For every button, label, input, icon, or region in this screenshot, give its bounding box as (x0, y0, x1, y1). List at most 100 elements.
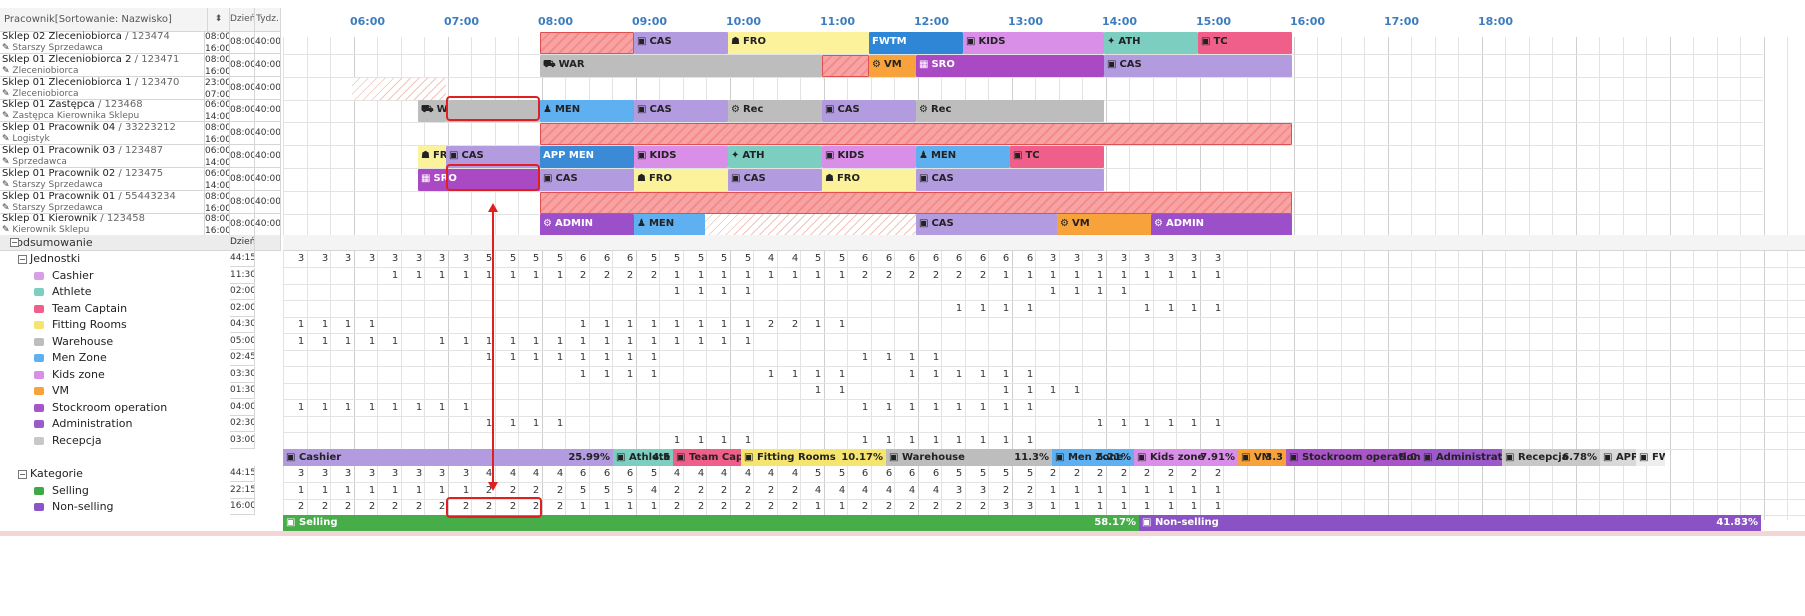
shift-block-kids[interactable]: ▣ KIDS (634, 146, 728, 168)
employee-name[interactable]: Sklep 01 Pracownik 04 / 33223212 (0, 122, 204, 134)
unit-row-team-captain[interactable]: Team Captain (34, 301, 127, 317)
summary-title[interactable]: Podsumowanie (0, 235, 230, 251)
employee-name[interactable]: Sklep 01 Pracownik 01 / 55443234 (0, 191, 204, 203)
pencil-icon[interactable]: ✎ (2, 157, 13, 167)
cat-pct-non-selling[interactable]: ▣ Non-selling 41.83% (1139, 515, 1761, 531)
employee-name-cell[interactable]: Sklep 01 Pracownik 01 / 55443234 ✎ Starsz… (0, 191, 205, 214)
pct-segment-recepcja[interactable]: ▣ Recepcja 6.78% (1502, 449, 1600, 466)
pencil-icon[interactable]: ✎ (2, 225, 13, 235)
shift-block-cas[interactable]: ▣ CAS (634, 100, 728, 122)
shift-block-hatchlight[interactable] (352, 78, 446, 100)
employee-name[interactable]: Sklep 01 Pracownik 02 / 123475 (0, 168, 204, 180)
pencil-icon[interactable]: ✎ (2, 43, 13, 53)
pct-segment-kids-zone[interactable]: ▣ Kids zone 7.91% (1134, 449, 1238, 466)
sort-label[interactable]: Pracownik[Sortowanie: Nazwisko] (4, 14, 172, 25)
shift-block-rec[interactable]: ⚙ Rec (728, 100, 822, 122)
shift-block-men[interactable]: ♟ MEN (540, 100, 634, 122)
pencil-icon[interactable]: ✎ (2, 203, 13, 213)
collapse-summary-icon[interactable]: − (10, 238, 19, 247)
shift-block-sro[interactable]: ▦ SRO (418, 169, 540, 191)
shift-block-cas[interactable]: ▣ CAS (916, 214, 1057, 236)
pct-segment-administration[interactable]: ▣ Administration (1420, 449, 1502, 466)
shift-block-ath[interactable]: ✦ ATH (1104, 32, 1198, 54)
shift-block-men[interactable]: ♟ MEN (916, 146, 1010, 168)
employee-name-cell[interactable]: Sklep 01 Zleceniobiorca 2 / 123471 ✎ Zlec… (0, 54, 205, 77)
pct-segment-athlete[interactable]: ▣ Athlete 4.5 (613, 449, 673, 466)
pencil-icon[interactable]: ✎ (2, 111, 13, 121)
shift-block-tc[interactable]: ▣ TC (1010, 146, 1104, 168)
shift-block-sro[interactable]: ▦ SRO (916, 55, 1104, 77)
pencil-icon[interactable]: ✎ (2, 66, 13, 76)
shift-block-cas[interactable]: ▣ CAS (446, 146, 540, 168)
shift-block-app-men[interactable]: APP MEN (540, 146, 634, 168)
shift-block-fro[interactable]: ☗FRO (418, 146, 446, 168)
pct-segment-team-captain[interactable]: ▣ Team Captain (673, 449, 741, 466)
unit-row-cashier[interactable]: Cashier (34, 268, 93, 284)
shift-block-hatch[interactable] (540, 123, 1292, 145)
shift-block-fro[interactable]: ☗FRO (728, 32, 869, 54)
sort-toggle-icon[interactable]: ⬍ (207, 8, 229, 31)
employee-name-cell[interactable]: Sklep 01 Zastępca / 123468 ✎ Zastępca Kie… (0, 99, 205, 122)
collapse-categories-icon[interactable]: − (18, 470, 27, 479)
shift-block-admin[interactable]: ⚙ ADMIN (540, 214, 634, 236)
employee-name[interactable]: Sklep 01 Zleceniobiorca 1 / 123470 (0, 77, 204, 89)
employee-name-cell[interactable]: Sklep 01 Zleceniobiorca 1 / 123470 ✎ Zlec… (0, 77, 205, 100)
shift-block-men[interactable]: ♟ MEN (634, 214, 705, 236)
category-row-selling[interactable]: Selling (34, 483, 89, 499)
unit-row-warehouse[interactable]: Warehouse (34, 334, 113, 350)
shift-block-cas[interactable]: ▣ CAS (540, 169, 634, 191)
unit-row-stockroom-operation[interactable]: Stockroom operation (34, 400, 167, 416)
collapse-units-icon[interactable]: − (18, 255, 27, 264)
shift-block-kids[interactable]: ▣ KIDS (963, 32, 1104, 54)
unit-row-recepcja[interactable]: Recepcja (34, 433, 102, 449)
unit-row-men-zone[interactable]: Men Zone (34, 350, 107, 366)
employee-column-header[interactable]: Pracownik[Sortowanie: Nazwisko] ⬍ (0, 8, 230, 32)
shift-block-tc[interactable]: ▣ TC (1198, 32, 1292, 54)
employee-name-cell[interactable]: Sklep 01 Kierownik / 123458 ✎ Kierownik S… (0, 213, 205, 236)
pct-segment-cashier[interactable]: ▣ Cashier 25.99% (283, 449, 613, 466)
unit-row-athlete[interactable]: Athlete (34, 284, 92, 300)
shift-block-war[interactable]: ⛟WAR (418, 100, 446, 122)
shift-block-fwtm[interactable]: FWTM (869, 32, 963, 54)
pct-segment-men-zone[interactable]: ▣ Men Zone 6.21% (1052, 449, 1134, 466)
shift-block-cas[interactable]: ▣ CAS (822, 100, 916, 122)
pct-segment-fwtm[interactable]: ▣ FWTM (1636, 449, 1665, 466)
shift-block-fro[interactable]: ☗FRO (634, 169, 728, 191)
employee-name[interactable]: Sklep 02 Zleceniobiorca / 123474 (0, 31, 204, 43)
pct-segment-vm[interactable]: ▣ VM 3.3 (1238, 449, 1286, 466)
shift-block-admin[interactable]: ⚙ ADMIN (1151, 214, 1292, 236)
employee-name-cell[interactable]: Sklep 01 Pracownik 03 / 123487 ✎ Sprzedaw… (0, 145, 205, 168)
unit-row-vm[interactable]: VM (34, 383, 69, 399)
employee-name-cell[interactable]: Sklep 02 Zleceniobiorca / 123474 ✎ Starsz… (0, 31, 205, 54)
shift-block-cas[interactable]: ▣ CAS (634, 32, 728, 54)
pencil-icon[interactable]: ✎ (2, 89, 13, 99)
unit-row-fitting-rooms[interactable]: Fitting Rooms (34, 317, 127, 333)
employee-name[interactable]: Sklep 01 Pracownik 03 / 123487 (0, 145, 204, 157)
employee-name[interactable]: Sklep 01 Zleceniobiorca 2 / 123471 (0, 54, 204, 66)
shift-block-rec[interactable]: ⚙ Rec (916, 100, 1104, 122)
shift-block-hatch[interactable] (540, 192, 1292, 214)
cat-pct-selling[interactable]: ▣ Selling 58.17% (283, 515, 1139, 531)
pct-segment-app-m[interactable]: ▣ APP M (1600, 449, 1636, 466)
shift-block-ath[interactable]: ✦ ATH (728, 146, 822, 168)
pct-segment-fitting-rooms[interactable]: ▣ Fitting Rooms 10.17% (741, 449, 886, 466)
shift-block-cas[interactable]: ▣ CAS (1104, 55, 1292, 77)
shift-block-vm[interactable]: ⚙ VM (869, 55, 916, 77)
pencil-icon[interactable]: ✎ (2, 134, 13, 144)
category-row-non-selling[interactable]: Non-selling (34, 499, 114, 515)
shift-block-vm[interactable]: ⚙ VM (1057, 214, 1151, 236)
pencil-icon[interactable]: ✎ (2, 180, 13, 190)
employee-name-cell[interactable]: Sklep 01 Pracownik 04 / 33223212 ✎ Logist… (0, 122, 205, 145)
pct-segment-warehouse[interactable]: ▣ Warehouse 11.3% (886, 449, 1052, 466)
shift-block-fro[interactable]: ☗FRO (822, 169, 916, 191)
employee-name[interactable]: Sklep 01 Zastępca / 123468 (0, 99, 204, 111)
pct-segment-stockroom-operation[interactable]: ▣ Stockroom operation 9.0 (1286, 449, 1420, 466)
shift-block-kids[interactable]: ▣ KIDS (822, 146, 916, 168)
shift-block-war[interactable]: ⛟WAR (540, 55, 822, 77)
employee-name[interactable]: Sklep 01 Kierownik / 123458 (0, 213, 204, 225)
shift-block-cas[interactable]: ▣ CAS (728, 169, 822, 191)
unit-row-administration[interactable]: Administration (34, 416, 133, 432)
shift-block-hatchlight[interactable] (705, 214, 917, 236)
shift-block-hatch[interactable] (822, 55, 869, 77)
shift-block-hatch[interactable] (540, 32, 634, 54)
